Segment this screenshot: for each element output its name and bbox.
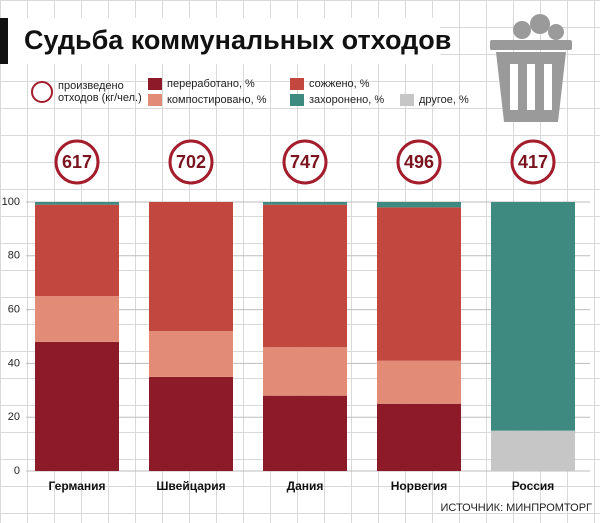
bar-segment — [377, 202, 461, 208]
y-tick-label: 0 — [14, 465, 20, 477]
bar-segment — [263, 204, 347, 348]
legend-swatch — [290, 78, 304, 90]
bar-segment — [377, 403, 461, 471]
bar-segment — [263, 347, 347, 396]
value-circle — [54, 139, 100, 185]
circle-value-label: 702 — [176, 152, 206, 172]
legend-circle-label: произведено отходов (кг/чел.) — [58, 80, 142, 104]
x-tick-label: Швейцария — [156, 479, 225, 493]
legend-label: другое, % — [419, 94, 469, 106]
bar-segment — [149, 376, 233, 471]
x-tick-label: Россия — [512, 479, 555, 493]
y-tick-label: 100 — [2, 196, 20, 208]
legend-label: переработано, % — [167, 78, 255, 90]
bar-segment — [35, 296, 119, 342]
bar-segment — [35, 204, 119, 297]
y-tick-label: 40 — [8, 357, 20, 369]
legend-label: компостировано, % — [167, 94, 267, 106]
circle-value-label: 747 — [290, 152, 320, 172]
bar-segment — [377, 207, 461, 361]
value-circle — [396, 139, 442, 185]
source: ИСТОЧНИК: МИНПРОМТОРГ — [440, 502, 592, 514]
chart-title: Судьба коммунальных отходов — [24, 25, 451, 55]
bar-segment — [491, 202, 575, 431]
bar-segment — [263, 202, 347, 205]
x-tick-label: Дания — [287, 479, 324, 493]
bar-segment — [263, 395, 347, 471]
legend-circle — [31, 81, 53, 103]
bar-segment — [149, 331, 233, 377]
bar-segment — [35, 341, 119, 471]
value-circle — [168, 139, 214, 185]
bar-segment — [377, 360, 461, 404]
circle-value-label: 417 — [518, 152, 548, 172]
title-bar — [0, 18, 8, 64]
value-circle — [510, 139, 556, 185]
legend-swatch — [400, 94, 414, 106]
title-box — [8, 18, 440, 64]
y-tick-label: 60 — [8, 304, 20, 316]
y-tick-label: 20 — [8, 411, 20, 423]
legend-swatch — [148, 94, 162, 106]
bar-segment — [491, 430, 575, 471]
bar-segment — [35, 202, 119, 205]
legend-swatch — [290, 94, 304, 106]
circle-value-label: 617 — [62, 152, 92, 172]
legend-label: захоронено, % — [309, 94, 384, 106]
legend-swatch — [148, 78, 162, 90]
x-tick-label: Германия — [48, 479, 105, 493]
trash-icon — [490, 14, 572, 122]
bar-segment — [149, 202, 233, 332]
circle-value-label: 496 — [404, 152, 434, 172]
legend-circle-label-box: произведено отходов (кг/чел.) — [58, 80, 142, 104]
x-tick-label: Норвегия — [391, 479, 448, 493]
value-circle — [282, 139, 328, 185]
legend-label: сожжено, % — [309, 78, 370, 90]
y-tick-label: 80 — [8, 250, 20, 262]
